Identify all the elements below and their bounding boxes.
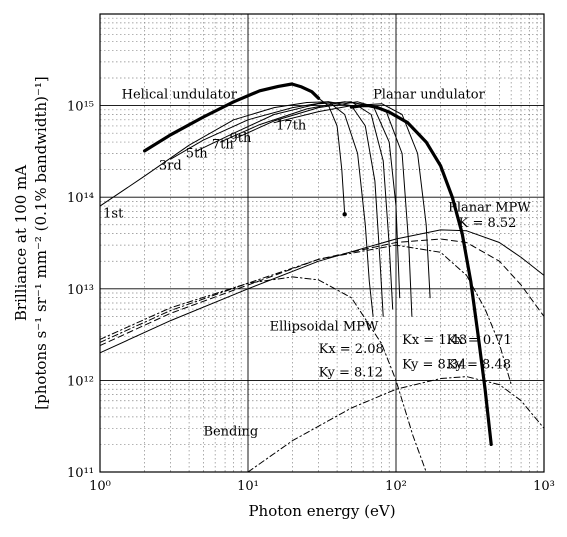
- series-line: [247, 376, 545, 473]
- series-line: [273, 103, 431, 299]
- series-line: [196, 101, 394, 310]
- curve-annotation: 3rd: [159, 159, 182, 174]
- curve-annotation: 5th: [186, 147, 208, 162]
- annotation-group: Helical undulator Planar undulator 1st 3rd 5…: [103, 87, 531, 439]
- curve-annotation: Planar undulator: [373, 87, 486, 102]
- plot-frame: [99, 13, 545, 473]
- y-tick-label: 10¹³: [67, 283, 94, 298]
- series-end-marker: [342, 212, 347, 217]
- curve-annotation: Kx = 0.71: [447, 333, 512, 348]
- curve-annotation: Ky = 8.48: [447, 357, 511, 372]
- x-tick-label: 10¹: [237, 479, 259, 494]
- x-axis-label: Photon energy (eV): [248, 502, 395, 520]
- curve-annotation: Helical undulator: [122, 87, 238, 102]
- curve-annotation: Ky = 8.34: [402, 357, 466, 372]
- curve-annotation: 9th: [230, 131, 252, 146]
- series-line: [143, 82, 321, 153]
- x-tick-label: 10²: [385, 479, 407, 494]
- curve-annotation: K = 8.52: [459, 216, 517, 231]
- curve-annotation: Kx = 2.08: [319, 342, 384, 357]
- curve-annotation: 1st: [103, 207, 124, 222]
- curve-annotation: Ellipsoidal MPW: [270, 320, 379, 335]
- curve-annotation: Ky = 8.12: [319, 366, 383, 381]
- tick-group: 10⁰ 10¹ 10² 10³ 10¹¹ 10¹² 10¹³ 10¹⁴ 10¹⁵: [67, 100, 555, 494]
- x-tick-label: 10⁰: [89, 479, 111, 494]
- curve-annotation: 7th: [212, 138, 234, 153]
- series-group: [99, 82, 545, 473]
- curve-annotation: Planar MPW: [448, 200, 531, 215]
- curve-annotation: 17th: [276, 118, 307, 133]
- x-tick-label: 10³: [533, 479, 555, 494]
- curve-annotation: Bending: [203, 425, 258, 440]
- series-line: [99, 276, 427, 473]
- y-tick-label: 10¹¹: [67, 466, 94, 481]
- series-line: [349, 104, 493, 446]
- grid-lines: [100, 14, 544, 472]
- series-line: [99, 244, 512, 386]
- y-tick-label: 10¹⁴: [67, 191, 94, 206]
- y-axis-label-line1: Brilliance at 100 mA: [12, 165, 30, 321]
- curve-annotation: Kx = 1.43: [402, 333, 467, 348]
- y-tick-label: 10¹⁵: [67, 100, 94, 115]
- series-line: [99, 101, 374, 317]
- y-tick-label: 10¹²: [67, 374, 94, 389]
- series-line: [219, 101, 401, 299]
- series-line: [170, 101, 384, 317]
- series-line: [99, 229, 545, 354]
- y-axis-label-line2: [photons s⁻¹ sr⁻¹ mm⁻² (0.1% bandwidth)⁻…: [32, 76, 50, 410]
